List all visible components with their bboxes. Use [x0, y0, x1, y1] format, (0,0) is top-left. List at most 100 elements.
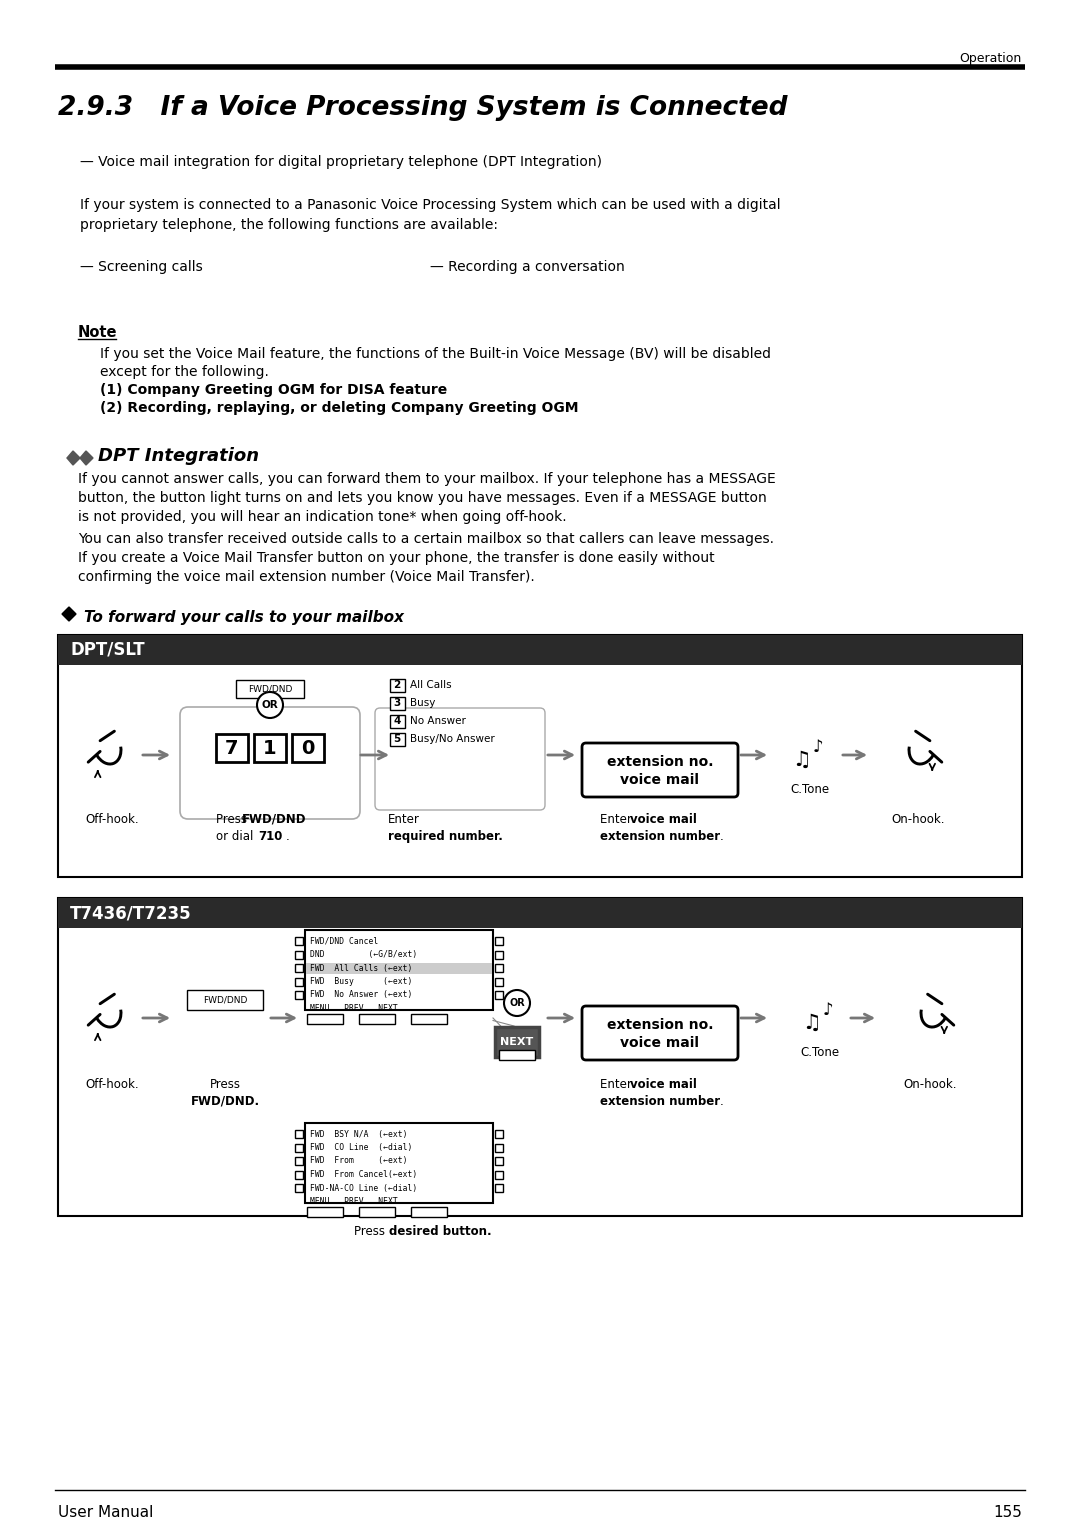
- Text: If you create a Voice Mail Transfer button on your phone, the transfer is done e: If you create a Voice Mail Transfer butt…: [78, 552, 715, 565]
- Bar: [305, 1123, 492, 1203]
- Bar: [295, 1184, 303, 1192]
- Text: On-hook.: On-hook.: [891, 813, 945, 827]
- Text: Enter: Enter: [388, 813, 420, 827]
- Text: OR: OR: [509, 998, 525, 1008]
- Bar: [495, 1170, 503, 1178]
- Text: Press: Press: [210, 1077, 241, 1091]
- Bar: [58, 636, 1022, 877]
- Text: FWD/DND: FWD/DND: [203, 996, 247, 1004]
- Text: ♪: ♪: [812, 738, 823, 756]
- Text: DPT Integration: DPT Integration: [98, 448, 259, 465]
- Text: FWD  All Calls (←ext): FWD All Calls (←ext): [310, 964, 413, 972]
- Text: FWD/DND: FWD/DND: [247, 685, 293, 694]
- Text: .: .: [720, 830, 724, 843]
- Text: ♫: ♫: [793, 750, 811, 770]
- Text: FWD/DND.: FWD/DND.: [190, 1096, 259, 1108]
- Bar: [411, 1207, 447, 1216]
- Text: MENU   PREV   NEXT: MENU PREV NEXT: [310, 1196, 397, 1206]
- Text: .: .: [286, 830, 289, 843]
- Text: extension number: extension number: [600, 1096, 720, 1108]
- Bar: [307, 1207, 343, 1216]
- Text: — Voice mail integration for digital proprietary telephone (DPT Integration): — Voice mail integration for digital pro…: [80, 154, 602, 170]
- Bar: [295, 937, 303, 944]
- Bar: [58, 636, 1022, 665]
- Bar: [187, 990, 264, 1010]
- Polygon shape: [62, 607, 76, 620]
- Text: Operation: Operation: [960, 52, 1022, 66]
- Bar: [306, 963, 492, 973]
- Text: 155: 155: [994, 1505, 1022, 1520]
- Text: Note: Note: [78, 325, 118, 341]
- Bar: [58, 898, 1022, 927]
- Text: 2: 2: [393, 680, 401, 691]
- Bar: [495, 978, 503, 986]
- Polygon shape: [67, 451, 80, 465]
- Text: FWD  CO Line  (←dial): FWD CO Line (←dial): [310, 1143, 413, 1152]
- FancyBboxPatch shape: [390, 715, 405, 727]
- Circle shape: [257, 692, 283, 718]
- Text: FWD  No Answer (←ext): FWD No Answer (←ext): [310, 990, 413, 999]
- FancyBboxPatch shape: [216, 733, 248, 762]
- Text: FWD  Busy      (←ext): FWD Busy (←ext): [310, 976, 413, 986]
- Text: FWD/DND Cancel: FWD/DND Cancel: [310, 937, 378, 946]
- Text: 0: 0: [301, 738, 314, 758]
- Text: — Screening calls: — Screening calls: [80, 260, 203, 274]
- Text: You can also transfer received outside calls to a certain mailbox so that caller: You can also transfer received outside c…: [78, 532, 774, 545]
- Text: Enter: Enter: [600, 1077, 636, 1091]
- Text: is not provided, you will hear an indication tone* when going off-hook.: is not provided, you will hear an indica…: [78, 510, 567, 524]
- FancyBboxPatch shape: [495, 1027, 539, 1057]
- FancyBboxPatch shape: [582, 743, 738, 798]
- Bar: [495, 992, 503, 999]
- Bar: [495, 950, 503, 958]
- FancyBboxPatch shape: [292, 733, 324, 762]
- Text: FWD  From Cancel(←ext): FWD From Cancel(←ext): [310, 1170, 417, 1180]
- Text: Press: Press: [216, 813, 251, 827]
- Text: voice mail: voice mail: [621, 773, 700, 787]
- Text: voice mail: voice mail: [621, 1036, 700, 1050]
- Text: MENU   PREV   NEXT: MENU PREV NEXT: [310, 1004, 397, 1013]
- Text: ♪: ♪: [823, 1001, 834, 1019]
- Text: 5: 5: [393, 733, 401, 744]
- FancyBboxPatch shape: [390, 678, 405, 692]
- Text: ♫: ♫: [802, 1013, 822, 1033]
- Bar: [58, 898, 1022, 1216]
- Bar: [495, 1184, 503, 1192]
- FancyBboxPatch shape: [254, 733, 286, 762]
- Text: 7: 7: [226, 738, 239, 758]
- Circle shape: [504, 990, 530, 1016]
- FancyBboxPatch shape: [375, 707, 545, 810]
- Text: If you set the Voice Mail feature, the functions of the Built-in Voice Message (: If you set the Voice Mail feature, the f…: [100, 347, 771, 361]
- Text: T7436/T7235: T7436/T7235: [70, 905, 191, 921]
- Text: FWD  BSY N/A  (←ext): FWD BSY N/A (←ext): [310, 1129, 407, 1138]
- Text: required number.: required number.: [388, 830, 503, 843]
- Bar: [237, 680, 303, 698]
- Bar: [307, 1013, 343, 1024]
- Bar: [295, 1143, 303, 1152]
- Text: extension number: extension number: [600, 830, 720, 843]
- Text: (1) Company Greeting OGM for DISA feature: (1) Company Greeting OGM for DISA featur…: [100, 384, 447, 397]
- Text: If you cannot answer calls, you can forward them to your mailbox. If your teleph: If you cannot answer calls, you can forw…: [78, 472, 775, 486]
- Text: Busy/No Answer: Busy/No Answer: [410, 733, 495, 744]
- Text: On-hook.: On-hook.: [903, 1077, 957, 1091]
- Text: button, the button light turns on and lets you know you have messages. Even if a: button, the button light turns on and le…: [78, 490, 767, 504]
- Text: voice mail: voice mail: [630, 813, 697, 827]
- Text: C.Tone: C.Tone: [791, 782, 829, 796]
- FancyBboxPatch shape: [582, 1005, 738, 1060]
- Text: extension no.: extension no.: [607, 1018, 713, 1031]
- Text: Off-hook.: Off-hook.: [85, 813, 139, 827]
- Text: Enter: Enter: [600, 813, 636, 827]
- FancyBboxPatch shape: [390, 697, 405, 709]
- Bar: [495, 964, 503, 972]
- Polygon shape: [80, 451, 93, 465]
- Text: 1: 1: [264, 738, 276, 758]
- Text: To forward your calls to your mailbox: To forward your calls to your mailbox: [84, 610, 404, 625]
- Text: DND         (←G/B/ext): DND (←G/B/ext): [310, 950, 417, 960]
- Bar: [295, 1170, 303, 1178]
- Text: OR: OR: [261, 700, 279, 711]
- Text: Press: Press: [354, 1225, 389, 1238]
- Text: 3: 3: [393, 698, 401, 707]
- Text: C.Tone: C.Tone: [800, 1047, 839, 1059]
- Text: FWD-NA-CO Line (←dial): FWD-NA-CO Line (←dial): [310, 1184, 417, 1192]
- Text: confirming the voice mail extension number (Voice Mail Transfer).: confirming the voice mail extension numb…: [78, 570, 535, 584]
- Bar: [411, 1013, 447, 1024]
